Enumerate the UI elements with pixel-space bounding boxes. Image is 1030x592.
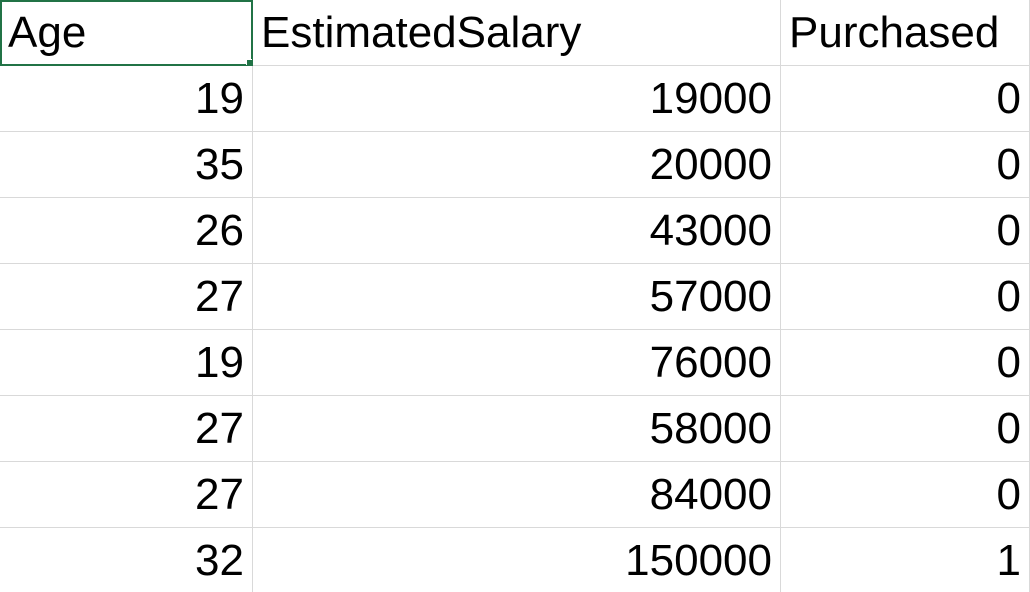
cell-age[interactable]: 27 — [0, 462, 253, 528]
cell-purchased[interactable]: 0 — [781, 330, 1030, 396]
cell-estimated-salary[interactable]: 84000 — [253, 462, 781, 528]
cell-purchased[interactable]: 0 — [781, 132, 1030, 198]
cell-estimated-salary[interactable]: 57000 — [253, 264, 781, 330]
header-cell-purchased[interactable]: Purchased — [781, 0, 1030, 66]
cell-purchased[interactable]: 0 — [781, 198, 1030, 264]
cell-estimated-salary[interactable]: 150000 — [253, 528, 781, 592]
header-cell-estimated-salary[interactable]: EstimatedSalary — [253, 0, 781, 66]
cell-purchased[interactable]: 0 — [781, 264, 1030, 330]
cell-purchased[interactable]: 0 — [781, 462, 1030, 528]
cell-age[interactable]: 27 — [0, 264, 253, 330]
header-cell-age[interactable]: Age — [0, 0, 253, 66]
cell-estimated-salary[interactable]: 58000 — [253, 396, 781, 462]
cell-purchased[interactable]: 1 — [781, 528, 1030, 592]
cell-purchased[interactable]: 0 — [781, 396, 1030, 462]
cell-purchased[interactable]: 0 — [781, 66, 1030, 132]
cell-age[interactable]: 19 — [0, 66, 253, 132]
cell-estimated-salary[interactable]: 20000 — [253, 132, 781, 198]
cell-estimated-salary[interactable]: 76000 — [253, 330, 781, 396]
cell-age[interactable]: 27 — [0, 396, 253, 462]
cell-estimated-salary[interactable]: 43000 — [253, 198, 781, 264]
cell-age[interactable]: 19 — [0, 330, 253, 396]
cell-estimated-salary[interactable]: 19000 — [253, 66, 781, 132]
cell-age[interactable]: 26 — [0, 198, 253, 264]
cell-age[interactable]: 32 — [0, 528, 253, 592]
cell-age[interactable]: 35 — [0, 132, 253, 198]
